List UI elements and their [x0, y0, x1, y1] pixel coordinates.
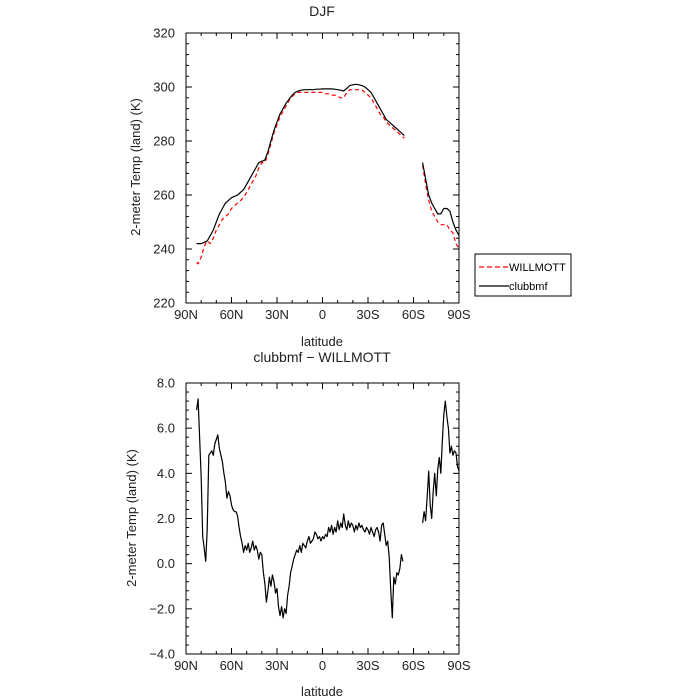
top-xtick-label: 30N — [265, 307, 289, 322]
bottom-xtick-label: 90N — [174, 658, 198, 673]
bottom-ytick-label: −2.0 — [149, 601, 175, 616]
bottom-chart-xlabel: latitude — [301, 684, 343, 699]
legend-clubbmf-label: clubbmf — [509, 281, 548, 293]
top-xtick-label: 90N — [174, 307, 198, 322]
bottom-ytick-label: 8.0 — [157, 376, 175, 391]
top-chart-ylabel: 2-meter Temp (land) (K) — [128, 98, 143, 236]
bottom-ytick-label: 6.0 — [157, 421, 175, 436]
bottom-panel-difference: clubbmf − WILLMOTT 2-meter Temp (land) (… — [124, 349, 471, 699]
top-series-clubbmf-line — [422, 162, 460, 236]
bottom-ytick-label: −4.0 — [149, 647, 175, 662]
legend: WILLMOTT clubbmf — [474, 253, 572, 297]
top-series-clubbmf-line — [196, 83, 405, 245]
bottom-xtick-label: 60N — [220, 658, 244, 673]
top-xtick-label: 0 — [319, 307, 326, 322]
top-series-willmott-line — [422, 165, 460, 250]
top-chart-title: DJF — [309, 3, 335, 19]
top-chart-xlabel: latitude — [301, 334, 343, 349]
top-ytick-label: 300 — [153, 80, 175, 95]
top-plot-frame — [185, 32, 460, 304]
top-xtick-label: 30S — [356, 307, 379, 322]
bottom-ytick-label: 2.0 — [157, 511, 175, 526]
bottom-xtick-label: 30S — [356, 658, 379, 673]
bottom-xtick-label: 30N — [265, 658, 289, 673]
bottom-plot-frame — [185, 382, 460, 655]
legend-willmott-label: WILLMOTT — [509, 262, 566, 274]
top-xtick-label: 60S — [402, 307, 425, 322]
top-ytick-label: 280 — [153, 134, 175, 149]
bottom-chart-title: clubbmf − WILLMOTT — [253, 349, 391, 365]
top-panel-djf: DJF 2-meter Temp (land) (K) latitude 90N… — [128, 3, 471, 349]
top-ytick-label: 260 — [153, 188, 175, 203]
bottom-xtick-label: 90S — [447, 658, 470, 673]
bottom-xtick-label: 60S — [402, 658, 425, 673]
top-xtick-label: 90S — [447, 307, 470, 322]
bottom-series-difference-line — [196, 398, 404, 619]
bottom-chart-ylabel: 2-meter Temp (land) (K) — [124, 449, 139, 587]
top-ytick-label: 320 — [153, 26, 175, 41]
top-ytick-label: 220 — [153, 296, 175, 311]
bottom-ytick-label: 0.0 — [157, 556, 175, 571]
top-ytick-label: 240 — [153, 242, 175, 257]
top-xtick-label: 60N — [220, 307, 244, 322]
legend-box — [474, 253, 572, 297]
bottom-series-difference-line — [422, 400, 460, 524]
bottom-ytick-label: 4.0 — [157, 466, 175, 481]
top-series-willmott-line — [196, 89, 405, 265]
bottom-xtick-label: 0 — [319, 658, 326, 673]
